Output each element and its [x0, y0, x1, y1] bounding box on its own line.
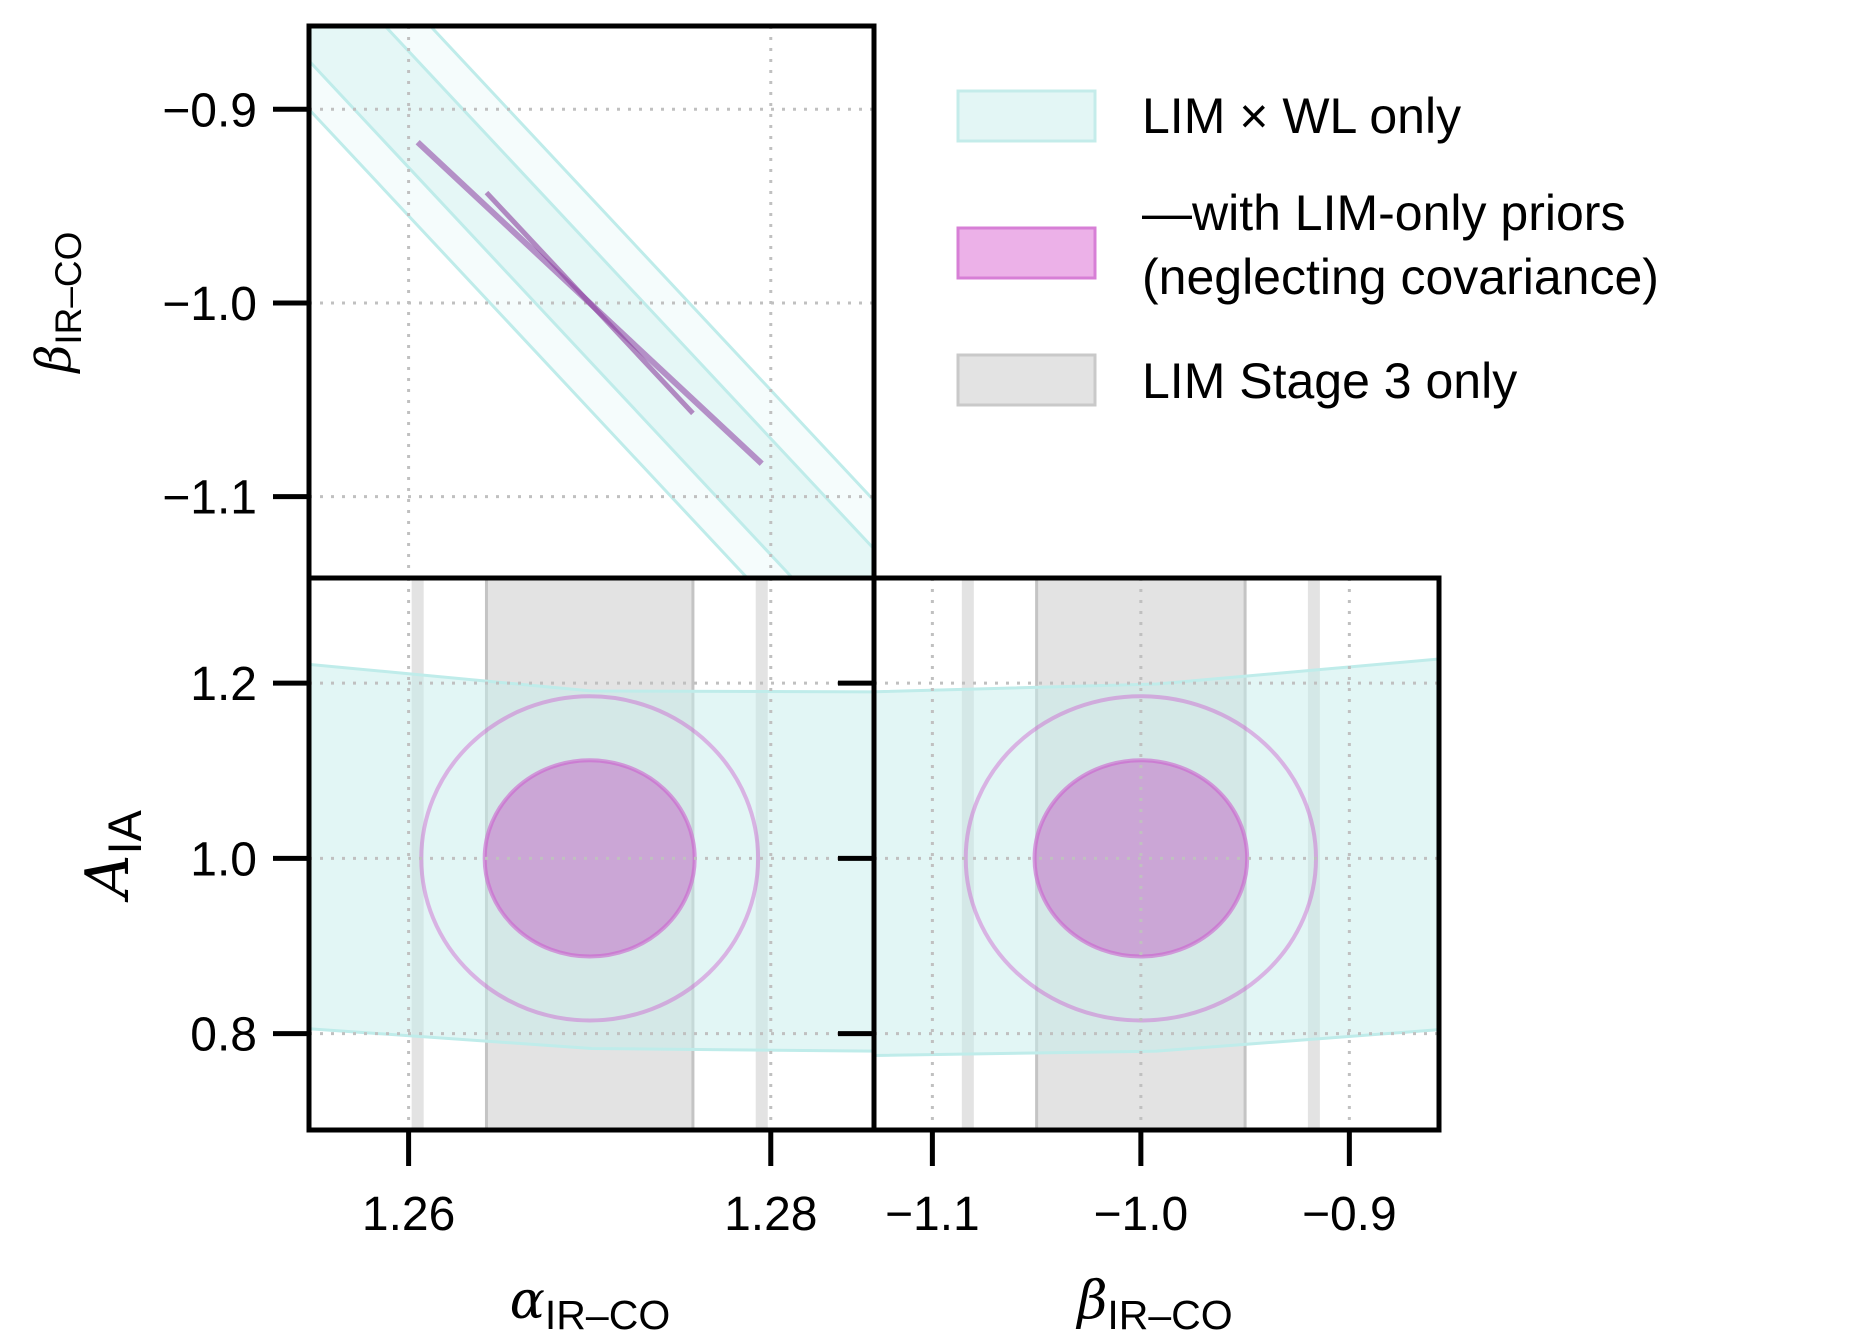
legend-label: LIM × WL only	[1142, 88, 1461, 144]
legend-label: —with LIM-only priors	[1142, 185, 1625, 241]
panel-aia-alpha	[309, 578, 874, 1130]
panel-frame-2	[871, 575, 1442, 1133]
y-axis-label-aia-symbol: A	[73, 855, 143, 903]
legend-label: (neglecting covariance)	[1142, 249, 1659, 305]
y-tick-label: −1.0	[162, 278, 257, 331]
y-axis-label-beta-subscript: IR–CO	[48, 232, 89, 345]
y-tick-label: −1.1	[162, 472, 257, 525]
y-tick-label: 1.2	[190, 658, 257, 711]
prior-degeneracy-core	[484, 190, 695, 416]
x-tick-label: −1.1	[885, 1188, 980, 1241]
panel-beta-alpha	[309, 26, 874, 578]
x-axis-label-alpha-subscript: IR–CO	[545, 1292, 670, 1338]
y-tick-label: 1.0	[190, 833, 257, 886]
x-axis-label-alpha-symbol: α	[510, 1271, 545, 1331]
panel-aia-beta	[874, 578, 1439, 1130]
x-tick-label: −0.9	[1302, 1188, 1397, 1241]
x-axis-label-beta: βIR–CO	[1075, 1271, 1232, 1338]
y-axis-label-aia-subscript: IA	[98, 809, 151, 854]
legend-swatch	[956, 226, 1097, 280]
x-axis-label-beta-symbol: β	[1075, 1271, 1107, 1331]
x-axis-label-alpha: αIR–CO	[510, 1271, 670, 1338]
y-axis-label-beta: βIR–CO	[26, 232, 89, 375]
y-tick-label: 0.8	[190, 1009, 257, 1062]
x-tick-label: 1.26	[362, 1188, 455, 1241]
legend-label: LIM Stage 3 only	[1142, 353, 1517, 409]
x-tick-label: −1.0	[1093, 1188, 1188, 1241]
legend-swatch	[956, 89, 1097, 143]
y-axis-label-aia: AIA	[73, 809, 151, 902]
y-tick-label: −0.9	[162, 84, 257, 137]
x-axis-label-beta-subscript: IR–CO	[1107, 1292, 1232, 1338]
legend-swatch	[956, 353, 1097, 407]
y-axis-label-beta-symbol: β	[26, 345, 82, 375]
x-tick-label: 1.28	[724, 1188, 817, 1241]
